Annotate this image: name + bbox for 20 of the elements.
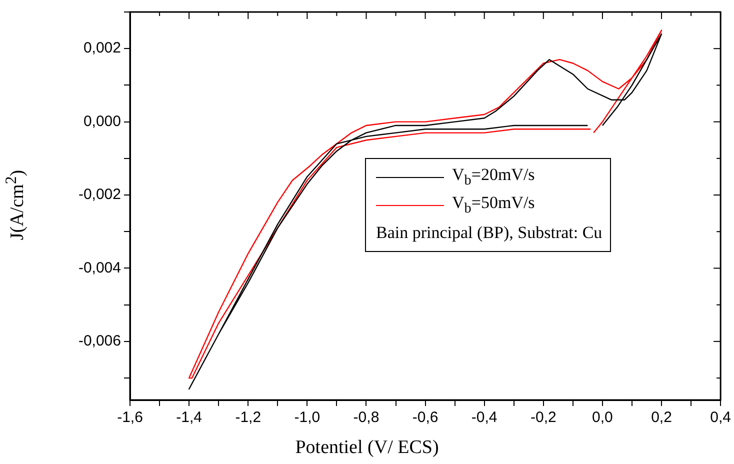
x-tick-label: -0,8	[353, 409, 380, 426]
x-tick-label: 0,4	[710, 409, 732, 426]
x-tick-label: -1,0	[294, 409, 320, 426]
x-tick-label: 0,2	[651, 409, 672, 426]
legend-label: V$_{b}$=20mV/s	[452, 164, 535, 190]
x-tick-label: -0,2	[530, 409, 556, 426]
x-tick-label: -1,2	[235, 409, 262, 426]
x-tick-label: -1,4	[176, 409, 202, 426]
x-tick-label: 0,0	[592, 409, 613, 426]
x-tick-label: -0,6	[412, 409, 438, 426]
y-tick-label: 0,002	[83, 40, 121, 57]
legend-label: V$_{b}$=50mV/s	[452, 192, 535, 218]
annotation: Bain principal (BP), Substrat: Cu	[376, 222, 602, 244]
y-tick-label: -0,006	[78, 332, 121, 350]
y-tick-label: 0,000	[83, 112, 121, 130]
y-tick-label: -0,004	[78, 259, 121, 276]
x-tick-label: -0,4	[471, 409, 498, 426]
x-tick-label: -1,6	[117, 409, 143, 426]
x-axis-title: Potentiel (V/ ECS)	[294, 437, 440, 459]
y-tick-label: -0,002	[78, 186, 121, 204]
